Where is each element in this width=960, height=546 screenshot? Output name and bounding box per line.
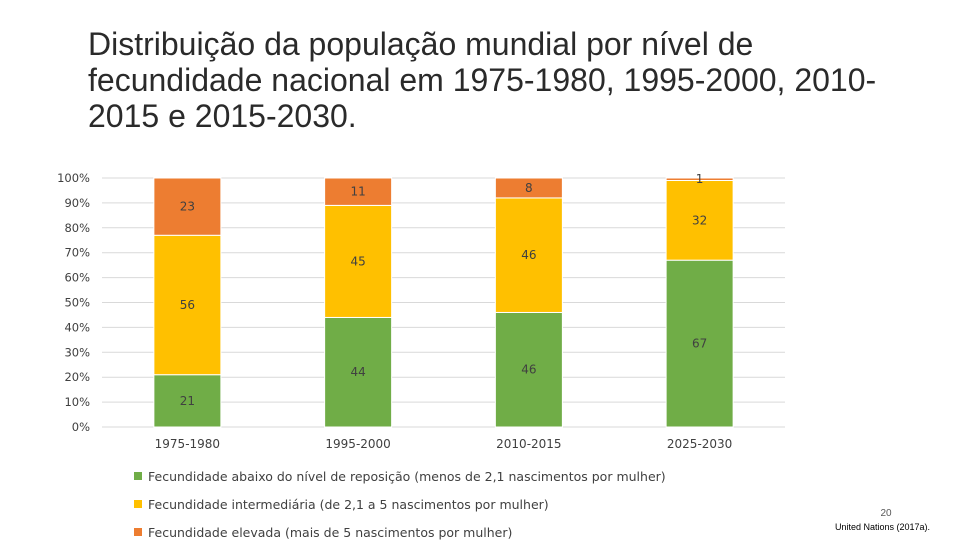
data-label: 44 — [350, 365, 365, 379]
data-label: 45 — [350, 254, 365, 268]
data-label: 1 — [696, 172, 704, 186]
data-label: 11 — [350, 185, 365, 199]
y-tick-label: 30% — [64, 345, 90, 359]
bar-segment — [153, 234, 222, 376]
data-labels: 21 56 23 44 45 11 46 46 8 67 32 1 — [180, 172, 708, 408]
legend-item-high: Fecundidade elevada (mais de 5 nasciment… — [134, 518, 666, 546]
bar-segment — [494, 177, 563, 199]
bar-segment — [324, 204, 393, 318]
legend-item-intermediate: Fecundidade intermediária (de 2,1 a 5 na… — [134, 490, 666, 518]
y-tick-label: 20% — [64, 370, 90, 384]
legend-label-high: Fecundidade elevada (mais de 5 nasciment… — [148, 524, 513, 540]
bar-segment — [494, 311, 563, 428]
y-tick-label: 60% — [64, 271, 90, 285]
bar-segment — [665, 259, 734, 428]
bar-segment — [324, 316, 393, 428]
bar-segment — [324, 177, 393, 206]
chart-legend: Fecundidade abaixo do nível de reposição… — [134, 462, 666, 546]
legend-item-below-replacement: Fecundidade abaixo do nível de reposição… — [134, 462, 666, 490]
x-category-label: 2025-2030 — [667, 437, 732, 451]
slide-title: Distribuição da população mundial por ní… — [88, 26, 877, 134]
x-category-label: 2010-2015 — [496, 437, 561, 451]
page-number: 20 — [880, 508, 892, 519]
legend-swatch-yellow — [134, 500, 142, 508]
legend-label-below-replacement: Fecundidade abaixo do nível de reposição… — [148, 468, 666, 484]
y-tick-label: 10% — [64, 395, 90, 409]
y-tick-label: 80% — [64, 221, 90, 235]
y-tick-label: 0% — [72, 420, 90, 434]
bar-segment — [494, 197, 563, 313]
data-label: 8 — [525, 181, 533, 195]
x-axis-category-labels: 1975-1980 1995-2000 2010-2015 2025-2030 — [155, 437, 733, 451]
y-tick-label: 70% — [64, 246, 90, 260]
x-category-label: 1975-1980 — [155, 437, 220, 451]
data-label: 46 — [521, 248, 536, 262]
bar-segment — [153, 374, 222, 428]
data-label: 46 — [521, 363, 536, 377]
bar-segment — [153, 177, 222, 236]
legend-swatch-orange — [134, 528, 142, 536]
data-label: 67 — [692, 337, 707, 351]
y-tick-label: 50% — [64, 296, 90, 310]
y-tick-label: 90% — [64, 196, 90, 210]
y-tick-label: 40% — [64, 320, 90, 334]
data-label: 32 — [692, 213, 707, 227]
bar-segments — [153, 177, 734, 428]
data-label: 23 — [180, 200, 195, 214]
bar-segment — [665, 179, 734, 261]
data-label: 56 — [180, 298, 195, 312]
source-citation: United Nations (2017a). — [834, 522, 930, 532]
legend-label-intermediate: Fecundidade intermediária (de 2,1 a 5 na… — [148, 496, 549, 512]
y-axis-tick-labels: 0% 10% 20% 30% 40% 50% 60% 70% 80% 90% 100% — [57, 171, 90, 434]
bar-segment — [665, 177, 734, 181]
data-label: 21 — [180, 394, 195, 408]
y-tick-label: 100% — [57, 171, 90, 185]
legend-swatch-green — [134, 472, 142, 480]
x-category-label: 1995-2000 — [325, 437, 390, 451]
